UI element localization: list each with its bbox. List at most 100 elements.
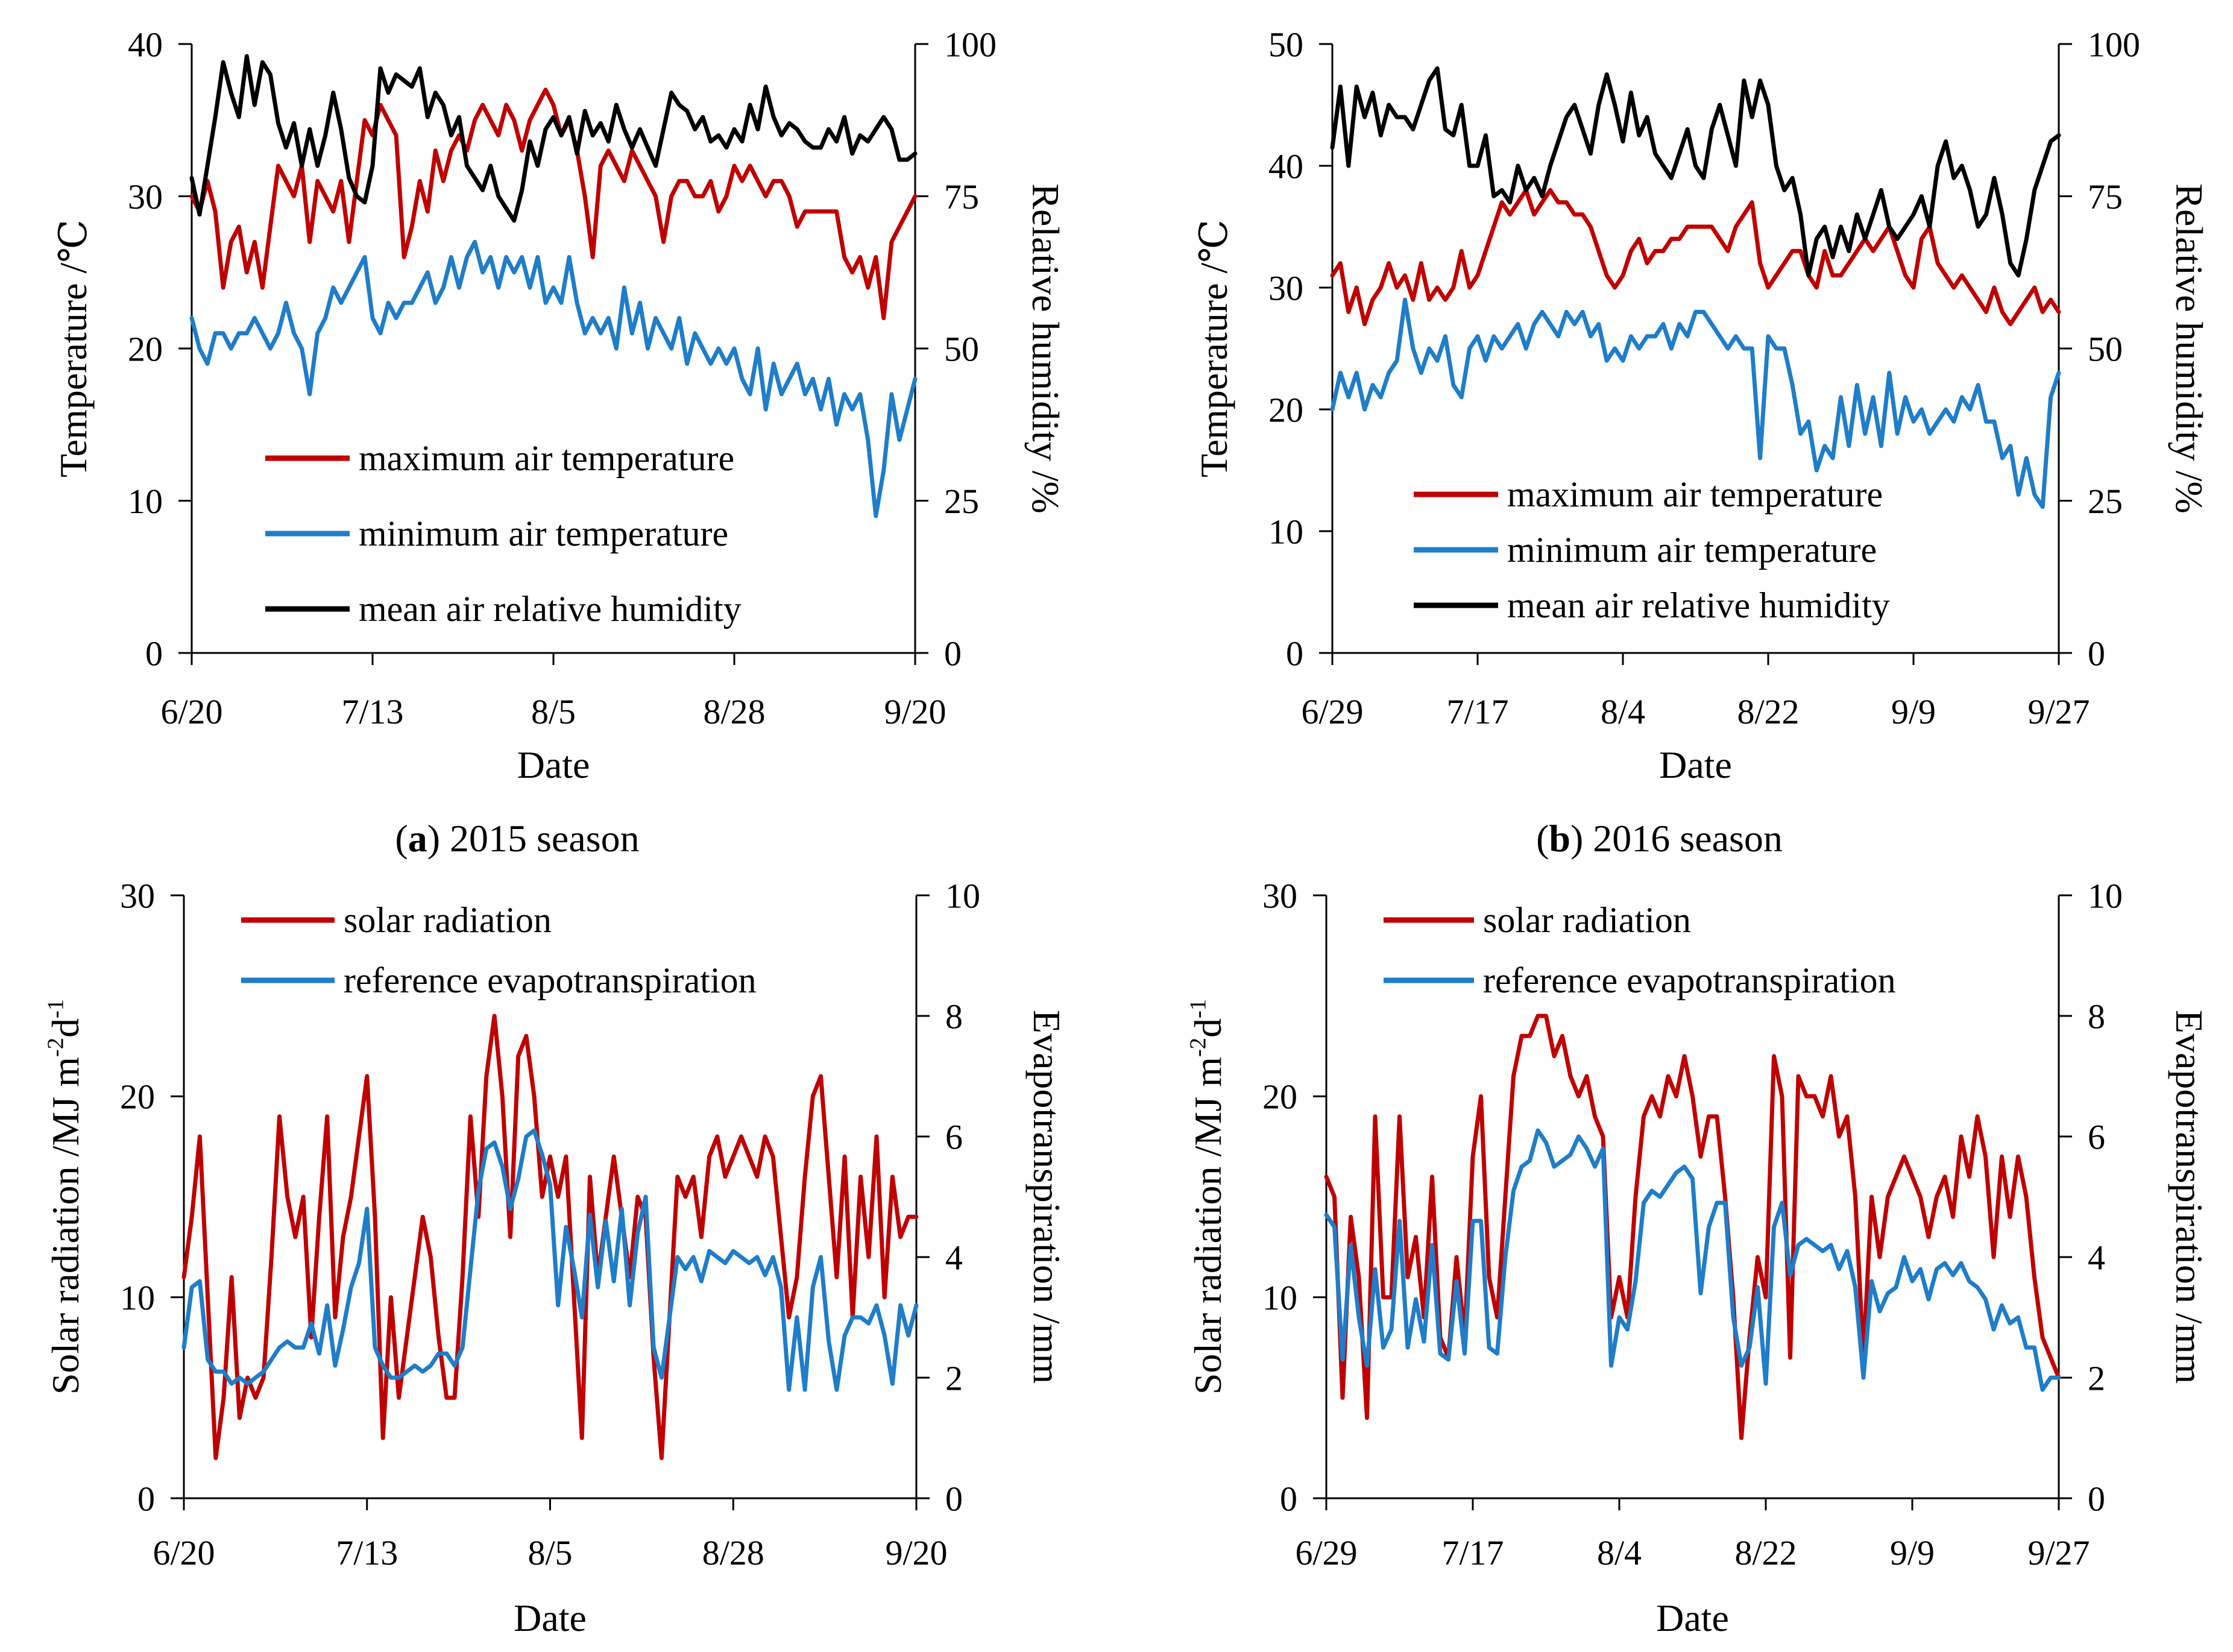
x-tick-label: 6/20: [153, 1533, 215, 1572]
y-axis-label-part: -2: [1185, 1038, 1211, 1057]
y2-tick-label: 25: [2088, 482, 2123, 521]
series-line-mean-air-relative-humidity: [189, 54, 918, 223]
y-tick-label: 10: [1262, 1278, 1297, 1317]
legend-label: reference evapotranspiration: [1483, 960, 1896, 1000]
y-tick-label: 0: [145, 634, 163, 673]
y-axis-label-part: Solar radiation /MJ m: [44, 1057, 87, 1395]
x-tick-label: 6/29: [1301, 692, 1363, 731]
legend-label: minimum air temperature: [359, 514, 728, 553]
caption-text: 2016 season: [1583, 817, 1783, 860]
y-tick-label: 20: [1268, 390, 1303, 429]
series-line-solar-radiation: [181, 1014, 919, 1460]
y2-tick-label: 10: [2088, 876, 2123, 915]
x-tick-label: 9/27: [2027, 1533, 2090, 1572]
legend-label: minimum air temperature: [1507, 530, 1877, 570]
y2-tick-label: 0: [2088, 634, 2105, 673]
x-tick-label: 6/29: [1295, 1533, 1357, 1572]
y2-tick-label: 100: [2088, 25, 2140, 64]
x-tick-label: 9/9: [1891, 692, 1936, 731]
y-tick-label: 40: [1268, 147, 1303, 186]
y2-axis-label: Evapotranspiration /mm: [1025, 1010, 1068, 1384]
x-tick-label: 6/20: [160, 692, 222, 731]
legend-label: solar radiation: [344, 900, 552, 940]
y2-tick-label: 100: [944, 25, 997, 64]
x-axis-label: Date: [1656, 1597, 1729, 1639]
x-tick-label: 9/20: [884, 692, 946, 731]
y2-tick-label: 4: [2088, 1238, 2105, 1277]
y-axis-label-part: -1: [1185, 999, 1211, 1018]
y-axis-label: Solar radiation /MJ m-2d-1: [43, 999, 87, 1395]
y-axis-label: Temperature /℃: [52, 219, 95, 478]
x-tick-label: 8/28: [702, 1533, 764, 1572]
y2-tick-label: 6: [945, 1117, 963, 1156]
legend-label: mean air relative humidity: [1507, 585, 1890, 625]
y-tick-label: 30: [1262, 876, 1297, 915]
y-tick-label: 30: [120, 876, 155, 915]
chart-a-top: 0 10 20 30 40 0 25 50 75 100 6/20 7/13 8/5 8/28 9/20 Da…: [52, 25, 1067, 860]
y-tick-label: 20: [120, 1077, 155, 1117]
caption-text: 2015 season: [440, 817, 640, 860]
chart-b-bottom: 0 10 20 30 0 2 4 6 8 10 6/29 7/17 8/4 8/22 9/9 9/27 Date…: [1185, 876, 2211, 1639]
y-tick-label: 50: [1268, 25, 1303, 64]
y-axis-label-part: -2: [43, 1038, 68, 1057]
x-tick-label: 8/5: [528, 1533, 572, 1572]
y-tick-label: 20: [1262, 1077, 1297, 1117]
y2-tick-label: 0: [2088, 1479, 2105, 1518]
y-axis-label: Solar radiation /MJ m-2d-1: [1185, 999, 1229, 1395]
y-axis-label-part: d: [1186, 1018, 1229, 1038]
y2-tick-label: 75: [944, 177, 979, 216]
chart-a-bottom: 0 10 20 30 0 2 4 6 8 10 6/20 7/13 8/5 8/28 9/20 Date Sol…: [43, 876, 1068, 1639]
y-axis-label-part: -1: [43, 999, 68, 1018]
chart-b-top: 0 10 20 30 40 50 0 25 50 75 100 6/29 7/17 8/4 8/22 9/9 9…: [1192, 25, 2211, 860]
series-line-mean-air-relative-humidity: [1330, 66, 2061, 278]
y2-tick-label: 8: [945, 997, 963, 1036]
x-tick-label: 8/4: [1601, 692, 1645, 731]
legend-label: maximum air temperature: [359, 438, 734, 478]
caption-paren: ): [1570, 817, 1583, 860]
y2-tick-label: 2: [2088, 1358, 2105, 1398]
y2-tick-label: 75: [2088, 177, 2123, 216]
y-tick-label: 0: [1280, 1479, 1297, 1518]
x-tick-label: 9/27: [2027, 692, 2090, 731]
x-tick-label: 7/13: [336, 1533, 398, 1572]
legend-label: solar radiation: [1483, 900, 1691, 940]
y2-tick-label: 8: [2088, 997, 2105, 1036]
series-line-reference-evapotranspiration: [1324, 1128, 2061, 1392]
y2-tick-label: 6: [2088, 1117, 2105, 1156]
y-tick-label: 10: [1268, 512, 1303, 551]
y2-tick-label: 10: [945, 876, 980, 915]
y2-tick-label: 4: [945, 1238, 963, 1277]
series-line-maximum-air-temperature: [1330, 188, 2061, 327]
x-tick-label: 9/9: [1890, 1533, 1935, 1572]
x-tick-label: 7/13: [341, 692, 403, 731]
y-tick-label: 40: [128, 25, 163, 64]
y-tick-label: 0: [137, 1479, 155, 1518]
y2-tick-label: 50: [2088, 329, 2123, 368]
series-line-solar-radiation: [1324, 1014, 2061, 1440]
y-tick-label: 10: [120, 1278, 155, 1317]
x-tick-label: 8/5: [531, 692, 576, 731]
x-axis-label: Date: [517, 743, 590, 786]
x-tick-label: 8/22: [1734, 1533, 1797, 1572]
caption-letter: a: [408, 817, 427, 860]
y2-tick-label: 0: [945, 1479, 963, 1518]
y-tick-label: 20: [128, 329, 163, 368]
y-tick-label: 0: [1286, 634, 1303, 673]
legend-label: mean air relative humidity: [359, 589, 742, 629]
x-tick-label: 7/17: [1446, 692, 1508, 731]
y-axis-label-part: d: [44, 1018, 87, 1038]
y2-axis-label: Relative humidity /%: [2168, 183, 2211, 513]
y2-tick-label: 50: [944, 329, 979, 368]
x-tick-label: 8/28: [703, 692, 765, 731]
x-tick-label: 8/4: [1597, 1533, 1642, 1572]
x-axis-label: Date: [1659, 743, 1732, 786]
caption-paren: ): [427, 817, 440, 860]
panel-caption: (b) 2016 season: [1536, 817, 1783, 860]
y2-tick-label: 2: [945, 1358, 963, 1398]
y-tick-label: 30: [128, 177, 163, 216]
x-tick-label: 8/22: [1737, 692, 1799, 731]
caption-paren: (: [395, 817, 408, 860]
y-axis-label: Temperature /℃: [1192, 219, 1235, 478]
y2-axis-label: Relative humidity /%: [1024, 183, 1067, 513]
